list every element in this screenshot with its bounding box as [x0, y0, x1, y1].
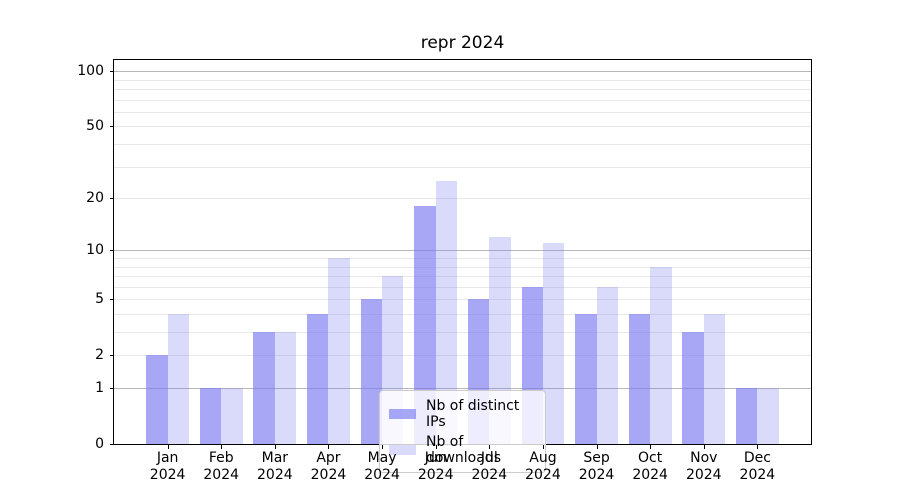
legend-swatch-distinct-ips	[389, 409, 416, 419]
gridline-minor	[114, 79, 811, 81]
x-tick-mark	[328, 445, 330, 449]
x-tick-label: Aug 2024	[525, 450, 561, 483]
y-tick-mark	[110, 250, 114, 252]
x-tick-mark	[435, 445, 437, 449]
gridline-minor	[114, 258, 811, 259]
x-tick-mark	[167, 445, 169, 449]
legend-label-distinct-ips: Nb of distinct IPs	[426, 398, 520, 430]
legend-label-downloads: Nb of downloads	[426, 434, 501, 466]
x-tick-label: Nov 2024	[685, 450, 722, 483]
gridline-minor	[114, 299, 811, 301]
y-tick-mark	[110, 388, 114, 389]
x-tick-mark	[596, 445, 598, 449]
bar-distinct-ips-dec	[735, 388, 758, 444]
bar-downloads-jan	[167, 314, 189, 444]
x-tick-label: Jan 2024	[149, 450, 186, 483]
bar-downloads-dec	[757, 388, 779, 444]
y-tick-mark	[110, 355, 114, 357]
y-tick-mark	[110, 126, 114, 128]
bar-distinct-ips-feb	[199, 388, 222, 444]
gridline-minor	[114, 332, 811, 334]
bar-distinct-ips-mar	[253, 332, 275, 444]
x-tick-label: Oct 2024	[632, 450, 668, 483]
bar-downloads-jun	[435, 180, 458, 444]
x-tick-label: Dec 2024	[739, 450, 776, 483]
y-tick-label: 10	[86, 242, 104, 259]
y-tick-label: 20	[86, 190, 104, 207]
x-tick-label: Jun 2024	[417, 450, 454, 483]
gridline-minor	[114, 126, 811, 128]
chart-title: repr 2024	[420, 33, 505, 53]
gridline-minor	[114, 286, 811, 288]
x-tick-mark	[650, 445, 652, 449]
x-tick-label: Sep 2024	[578, 450, 615, 483]
bar-downloads-aug	[542, 243, 565, 444]
gridline-minor	[114, 355, 811, 357]
legend: Nb of distinct IPs Nb of downloads	[379, 390, 546, 473]
x-tick-mark	[274, 445, 276, 449]
legend-item-downloads: Nb of downloads	[389, 434, 536, 466]
gridline-major	[114, 71, 811, 73]
y-tick-label: 1	[95, 380, 104, 396]
bar-distinct-ips-may	[360, 299, 383, 444]
x-tick-mark	[221, 445, 223, 449]
x-tick-label: Jul 2024	[471, 450, 508, 483]
bar-distinct-ips-jun	[414, 206, 436, 444]
gridline-minor	[114, 111, 811, 113]
y-tick-mark	[110, 444, 114, 445]
x-tick-label: May 2024	[364, 450, 400, 483]
y-tick-label: 2	[95, 347, 104, 364]
x-tick-label: Mar 2024	[257, 450, 293, 483]
y-tick-label: 0	[95, 436, 104, 452]
legend-item-distinct-ips: Nb of distinct IPs	[389, 398, 536, 430]
legend-swatch-downloads	[389, 445, 416, 455]
gridline-minor	[114, 89, 811, 91]
y-tick-label: 5	[95, 291, 104, 308]
bar-downloads-apr	[328, 258, 350, 444]
bar-downloads-nov	[703, 314, 726, 444]
y-tick-label: 100	[77, 63, 104, 80]
bar-downloads-mar	[274, 332, 297, 444]
gridline-major	[114, 388, 811, 389]
y-tick-mark	[110, 299, 114, 301]
gridline-minor	[114, 198, 811, 200]
bar-downloads-sep	[596, 286, 618, 444]
y-tick-mark	[110, 198, 114, 200]
y-tick-mark	[110, 71, 114, 73]
x-tick-mark	[757, 445, 759, 449]
y-tick-label: 50	[86, 118, 104, 135]
gridline-minor	[114, 266, 811, 268]
bar-downloads-feb	[221, 388, 243, 444]
x-tick-mark	[703, 445, 705, 449]
gridline-minor	[114, 144, 811, 146]
bar-downloads-oct	[650, 266, 672, 444]
bar-distinct-ips-apr	[307, 314, 329, 444]
gridline-minor	[114, 313, 811, 315]
gridline-minor	[114, 166, 811, 168]
x-tick-label: Feb 2024	[203, 450, 240, 483]
x-tick-label: Apr 2024	[310, 450, 347, 483]
gridline-minor	[114, 99, 811, 101]
bar-distinct-ips-oct	[628, 314, 651, 444]
x-tick-mark	[542, 445, 544, 449]
gridline-minor	[114, 276, 811, 278]
bar-distinct-ips-jan	[146, 355, 168, 444]
gridline-major	[114, 250, 811, 252]
x-tick-mark	[382, 445, 384, 449]
x-tick-mark	[489, 445, 491, 449]
plot-area	[113, 59, 812, 445]
bar-distinct-ips-nov	[682, 332, 704, 444]
bar-distinct-ips-sep	[575, 314, 597, 444]
